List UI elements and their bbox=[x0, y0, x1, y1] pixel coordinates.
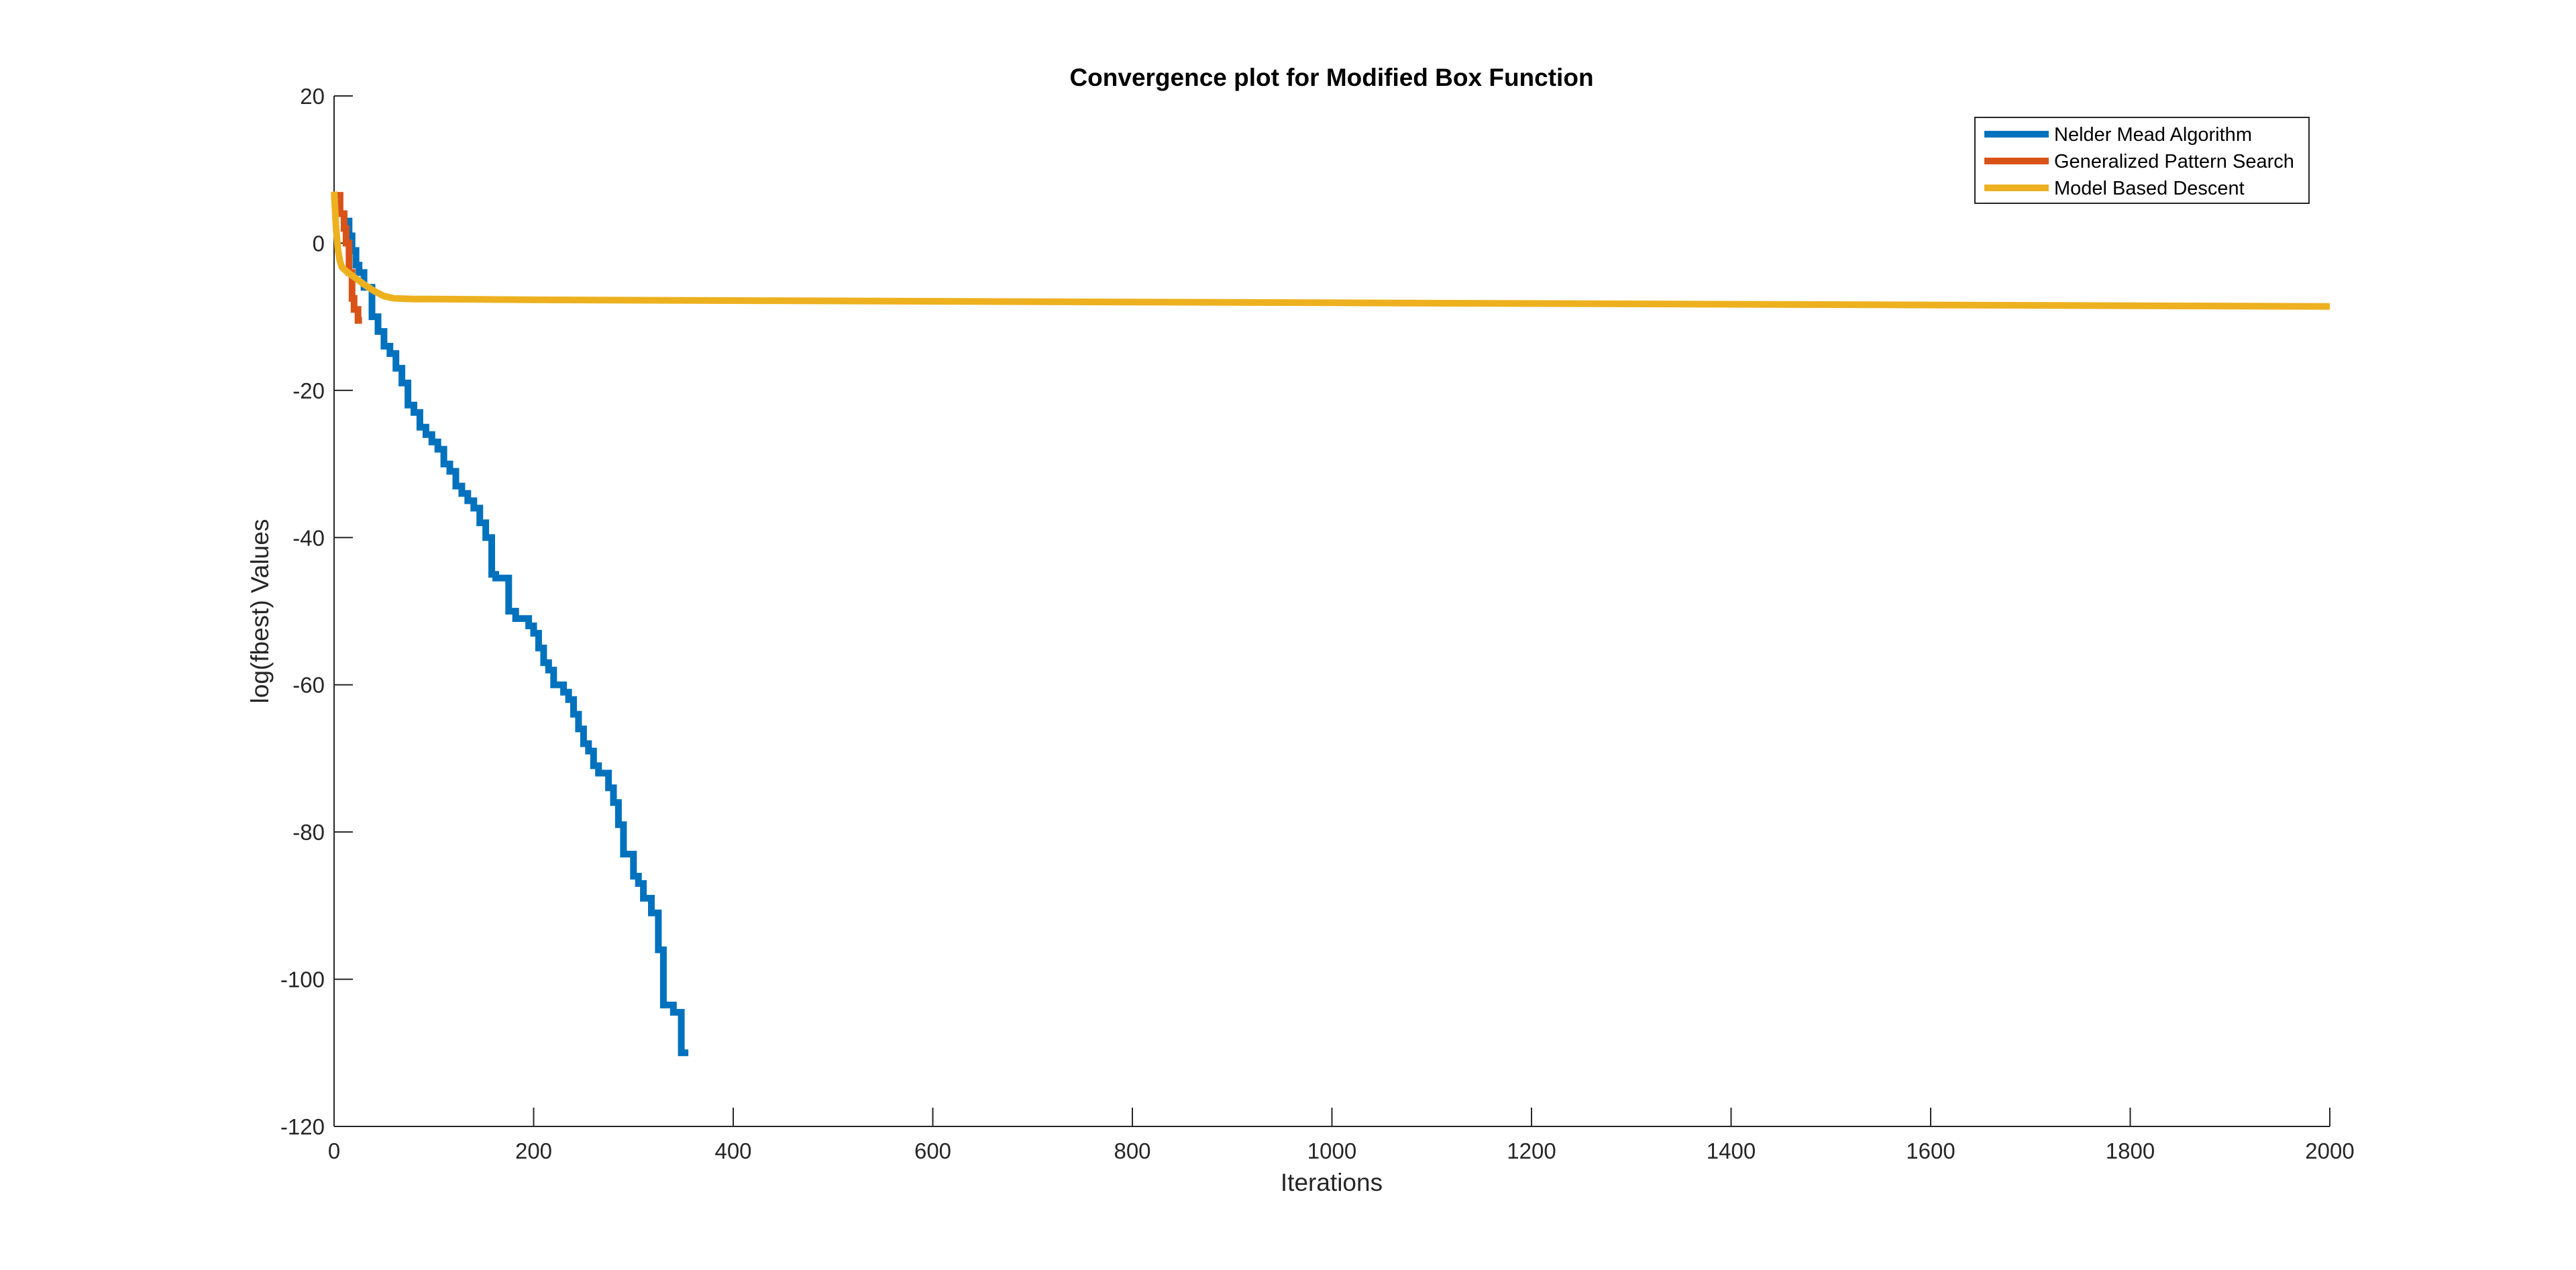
y-tick-label: 20 bbox=[300, 84, 325, 109]
x-tick-label: 0 bbox=[328, 1139, 340, 1163]
x-axis-label: Iterations bbox=[1281, 1169, 1383, 1196]
y-tick-label: -120 bbox=[280, 1114, 325, 1139]
series-line-3 bbox=[331, 191, 2330, 310]
x-tick-label: 1600 bbox=[1906, 1139, 1955, 1163]
legend: Nelder Mead Algorithm Generalized Pattern… bbox=[1974, 117, 2310, 204]
y-tick-label: -80 bbox=[292, 820, 325, 845]
chart-title: Convergence plot for Modified Box Functi… bbox=[1069, 64, 1593, 91]
x-tick-label: 1400 bbox=[1707, 1139, 1756, 1163]
legend-label-3: Model Based Descent bbox=[2054, 178, 2245, 199]
series-line-1 bbox=[334, 195, 689, 1057]
x-tick-label: 200 bbox=[515, 1139, 552, 1163]
legend-label-2: Generalized Pattern Search bbox=[2054, 151, 2294, 172]
y-tick-label: -100 bbox=[280, 967, 325, 992]
y-axis-label: log(fbest) Values bbox=[246, 519, 274, 704]
y-tick-label: -40 bbox=[292, 525, 325, 550]
y-tick-label: -60 bbox=[292, 673, 325, 698]
y-tick-label: -20 bbox=[292, 378, 325, 403]
y-tick-label: 0 bbox=[313, 231, 325, 256]
x-tick-label: 2000 bbox=[2305, 1139, 2354, 1163]
x-tick-label: 1000 bbox=[1307, 1139, 1356, 1163]
x-tick-label: 1200 bbox=[1507, 1139, 1556, 1163]
series-line-2 bbox=[334, 192, 362, 324]
series-lines bbox=[331, 191, 2330, 1057]
legend-label-1: Nelder Mead Algorithm bbox=[2054, 124, 2252, 146]
x-tick-label: 600 bbox=[914, 1139, 951, 1163]
axes: 0 200 400 600 800 1000 1200 1400 1600 1800 2000200… bbox=[280, 84, 2355, 1163]
x-tick-label: 800 bbox=[1114, 1139, 1150, 1163]
x-tick-label: 1800 bbox=[2106, 1139, 2155, 1163]
x-tick-label: 400 bbox=[714, 1139, 751, 1163]
